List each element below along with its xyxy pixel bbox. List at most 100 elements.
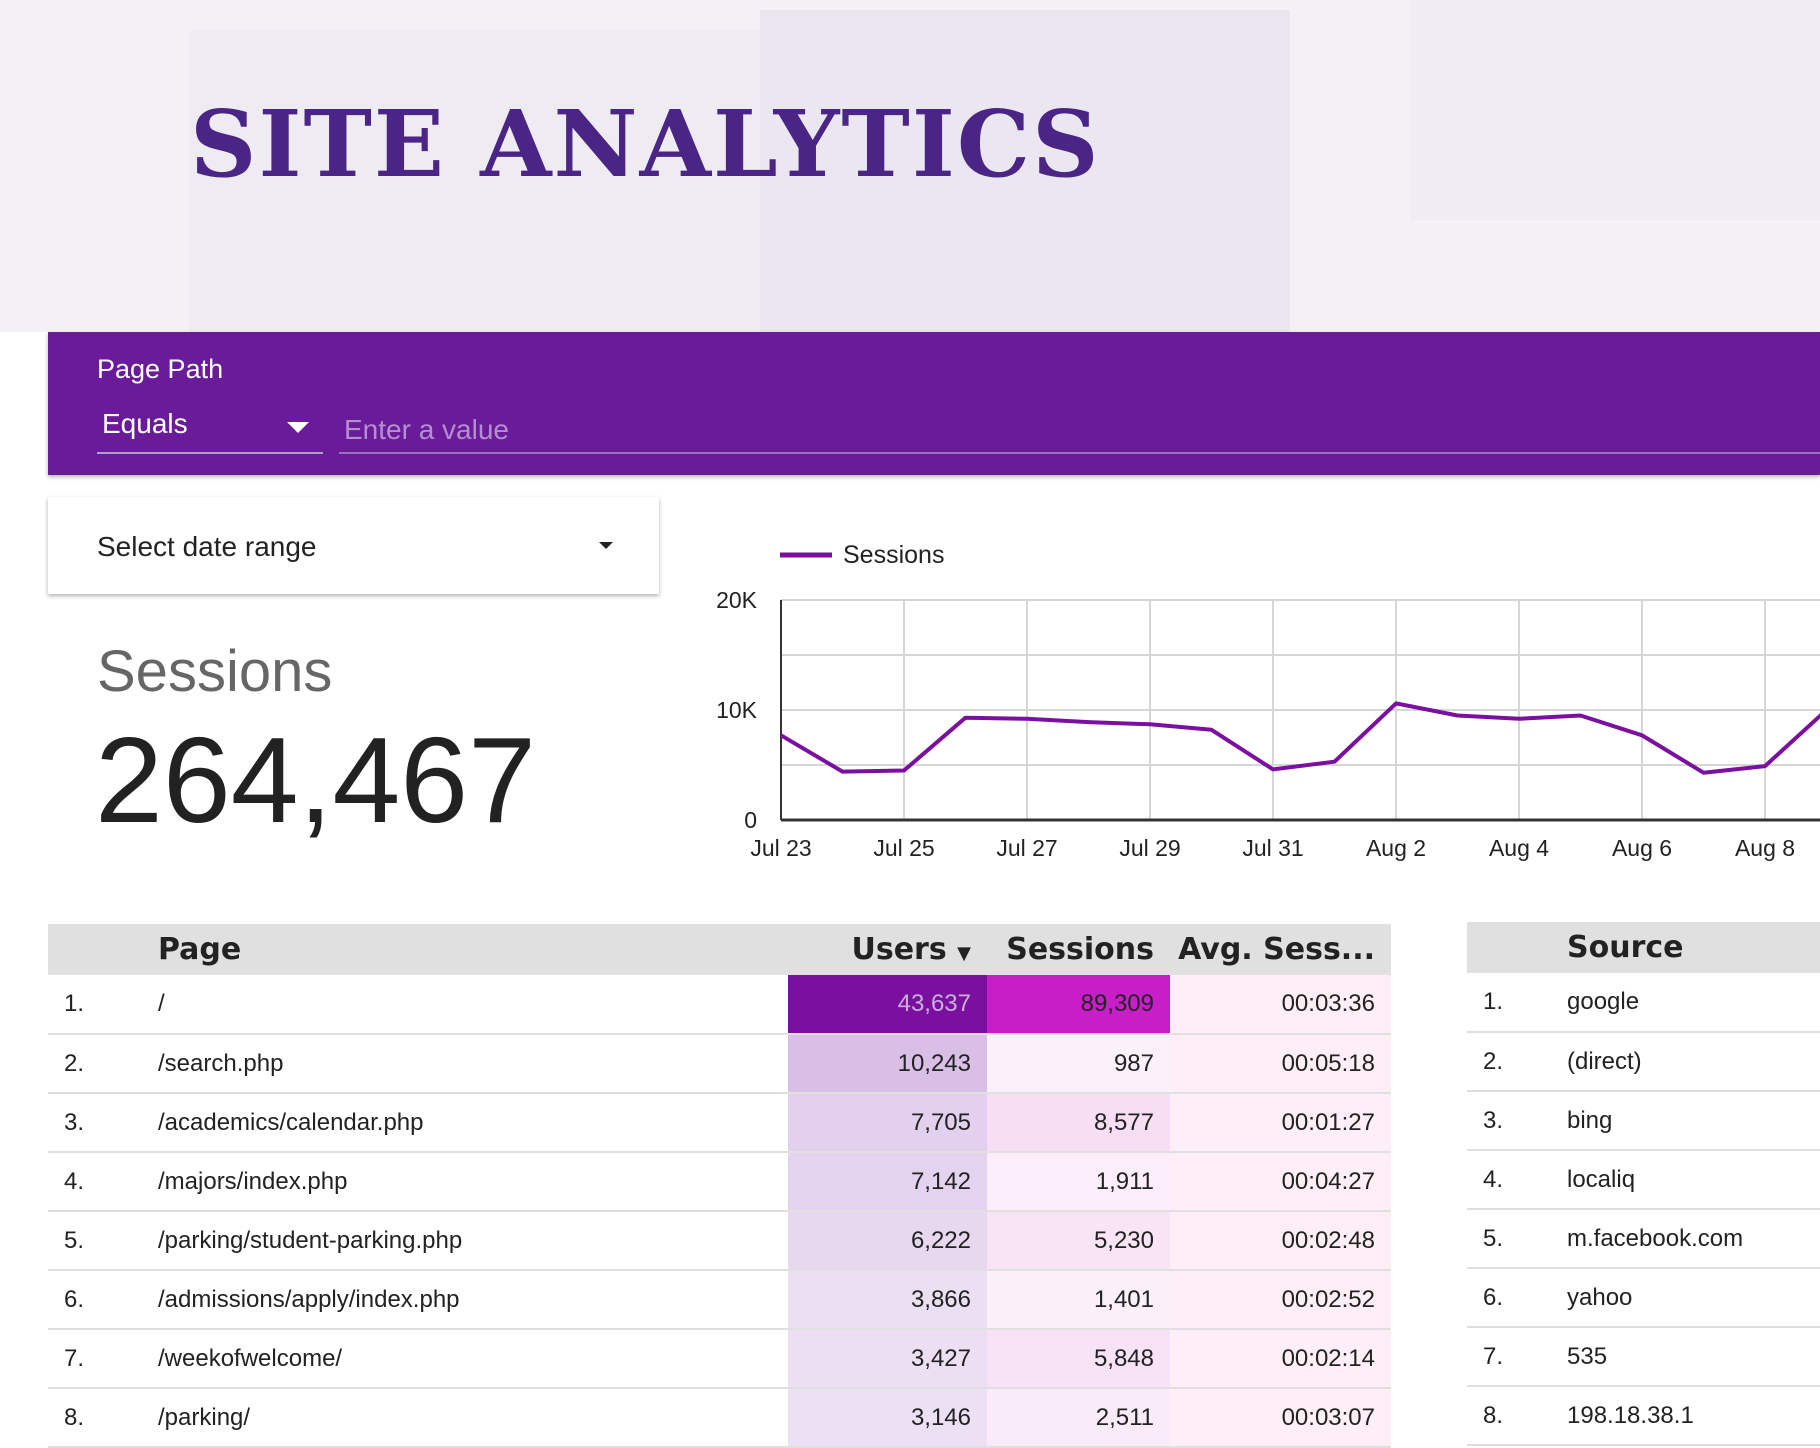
table-row[interactable]: 1./43,637 89,309 00:03:36 [48, 975, 1391, 1035]
scorecard-label: Sessions [97, 639, 333, 704]
users-header-label: Users [851, 932, 947, 967]
source-cell: 535 [1567, 1327, 1820, 1387]
sources-table: Source 1. google 2. (direct) 3. bing 4. localiq… [1467, 922, 1820, 1446]
page-cell: /admissions/apply/index.php [158, 1270, 788, 1330]
source-cell: (direct) [1567, 1032, 1820, 1092]
row-index: 5. [1467, 1209, 1567, 1269]
index-header [48, 924, 158, 975]
page-title: SITE ANALYTICS [190, 90, 1101, 198]
row-index: 4. [48, 1152, 158, 1212]
page-cell: /majors/index.php [158, 1152, 788, 1212]
sessions-cell: 2,511 [987, 1388, 1170, 1448]
source-cell: m.facebook.com [1567, 1209, 1820, 1269]
avg-session-cell: 00:03:07 [1170, 1388, 1391, 1448]
sessions-cell: 1,911 [987, 1152, 1170, 1212]
table-row[interactable]: 6./admissions/apply/index.php 3,866 1,401 0… [48, 1270, 1391, 1330]
x-tick-label: Aug 8 [1735, 835, 1795, 861]
date-range-selector[interactable]: Select date range [48, 497, 659, 594]
table-row[interactable]: 1. google [1467, 973, 1820, 1033]
caret-down-icon [287, 422, 309, 433]
avg-session-header[interactable]: Avg. Sess... [1170, 924, 1391, 975]
row-index: 4. [1467, 1150, 1567, 1210]
row-index: 7. [48, 1329, 158, 1389]
table-row[interactable]: 2. (direct) [1467, 1032, 1820, 1092]
source-cell: localiq [1567, 1150, 1820, 1210]
table-row[interactable]: 7./weekofwelcome/3,427 5,848 00:02:14 [48, 1329, 1391, 1389]
avg-session-cell: 00:03:36 [1170, 975, 1391, 1035]
x-tick-label: Aug 4 [1489, 835, 1549, 861]
sessions-cell: 89,309 [987, 975, 1170, 1035]
sessions-line [779, 701, 1820, 775]
x-tick-label: Jul 31 [1242, 835, 1303, 861]
table-row[interactable]: 6. yahoo [1467, 1268, 1820, 1328]
users-cell: 43,637 [788, 975, 987, 1035]
page-cell: /academics/calendar.php [158, 1093, 788, 1153]
avg-session-cell: 00:02:14 [1170, 1329, 1391, 1389]
table-row[interactable]: 3./academics/calendar.php 7,705 8,577 00:01… [48, 1093, 1391, 1153]
page-cell: /weekofwelcome/ [158, 1329, 788, 1389]
page-cell: /search.php [158, 1034, 788, 1094]
sessions-cell: 1,401 [987, 1270, 1170, 1330]
table-row[interactable]: 2./search.php 10,243 987 00:05:18 [48, 1034, 1391, 1094]
date-range-label: Select date range [97, 531, 317, 562]
x-tick-label: Jul 29 [1119, 835, 1180, 861]
users-header[interactable]: Users ▼ [788, 924, 987, 975]
row-index: 5. [48, 1211, 158, 1271]
row-index: 2. [1467, 1032, 1567, 1092]
filter-label: Page Path [97, 354, 224, 384]
row-index: 6. [1467, 1268, 1567, 1328]
source-cell: yahoo [1567, 1268, 1820, 1328]
sessions-cell: 5,848 [987, 1329, 1170, 1389]
page-cell: /parking/student-parking.php [158, 1211, 788, 1271]
avg-session-cell: 00:02:52 [1170, 1270, 1391, 1330]
sessions-cell: 5,230 [987, 1211, 1170, 1271]
y-tick-label: 20K [716, 587, 758, 613]
users-cell: 3,146 [788, 1388, 987, 1448]
avg-session-cell: 00:05:18 [1170, 1034, 1391, 1094]
x-tick-label: Jul 23 [750, 835, 811, 861]
filter-value-input[interactable] [339, 404, 1820, 454]
y-tick-label: 0 [744, 807, 757, 833]
users-cell: 3,866 [788, 1270, 987, 1330]
row-index: 2. [48, 1034, 158, 1094]
table-row[interactable]: 8./parking/3,146 2,511 00:03:07 [48, 1388, 1391, 1448]
legend-label: Sessions [843, 541, 944, 569]
sessions-cell: 8,577 [987, 1093, 1170, 1153]
avg-session-cell: 00:02:48 [1170, 1211, 1391, 1271]
table-row[interactable]: 3. bing [1467, 1091, 1820, 1151]
sessions-cell: 987 [987, 1034, 1170, 1094]
table-row[interactable]: 5. m.facebook.com [1467, 1209, 1820, 1269]
users-cell: 10,243 [788, 1034, 987, 1094]
page-header[interactable]: Page [158, 924, 788, 975]
operator-value: Equals [102, 408, 188, 439]
source-cell: 198.18.38.1 [1567, 1386, 1820, 1446]
table-row[interactable]: 8. 198.18.38.1 [1467, 1386, 1820, 1446]
scorecard-value: 264,467 [95, 712, 536, 848]
users-cell: 7,705 [788, 1093, 987, 1153]
sessions-header[interactable]: Sessions [987, 924, 1170, 975]
row-index: 1. [1467, 973, 1567, 1033]
source-cell: google [1567, 973, 1820, 1033]
sort-desc-icon: ▼ [957, 943, 971, 964]
row-index: 8. [48, 1388, 158, 1448]
x-tick-label: Jul 27 [996, 835, 1057, 861]
table-row[interactable]: 4. localiq [1467, 1150, 1820, 1210]
table-row[interactable]: 4./majors/index.php 7,142 1,911 00:04:27 [48, 1152, 1391, 1212]
page-cell: /parking/ [158, 1388, 788, 1448]
index-header [1467, 922, 1567, 973]
page-cell: / [158, 975, 788, 1035]
row-index: 3. [48, 1093, 158, 1153]
sessions-line-chart: Jul 23 Jul 25 Jul 27 Jul 29 Jul 31 Aug 2 Aug 4… [716, 541, 1820, 861]
users-cell: 7,142 [788, 1152, 987, 1212]
source-header[interactable]: Source [1567, 922, 1820, 973]
y-tick-label: 10K [716, 697, 758, 723]
operator-dropdown[interactable]: Equals [97, 404, 323, 454]
row-index: 1. [48, 975, 158, 1035]
table-row[interactable]: 5./parking/student-parking.php 6,222 5,230… [48, 1211, 1391, 1271]
x-tick-label: Jul 25 [873, 835, 934, 861]
users-cell: 3,427 [788, 1329, 987, 1389]
caret-down-icon [599, 542, 613, 549]
avg-session-cell: 00:04:27 [1170, 1152, 1391, 1212]
table-row[interactable]: 7. 535 [1467, 1327, 1820, 1387]
users-cell: 6,222 [788, 1211, 987, 1271]
